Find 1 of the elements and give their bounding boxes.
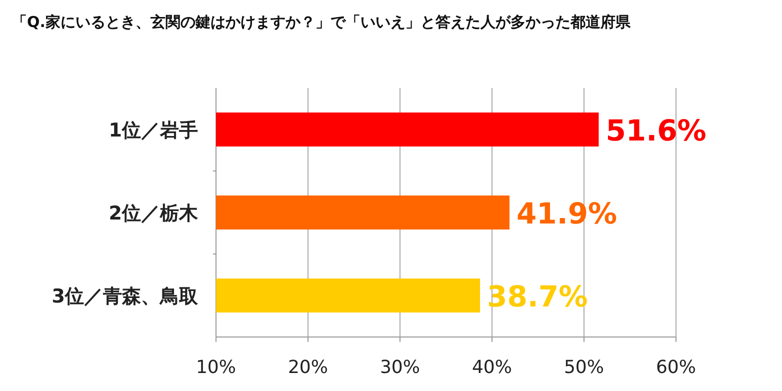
title: 「Q.家にいるとき、玄関の鍵はかけますか？」で「いいえ」と答えた人が多かった都道府県 bbox=[12, 13, 630, 31]
